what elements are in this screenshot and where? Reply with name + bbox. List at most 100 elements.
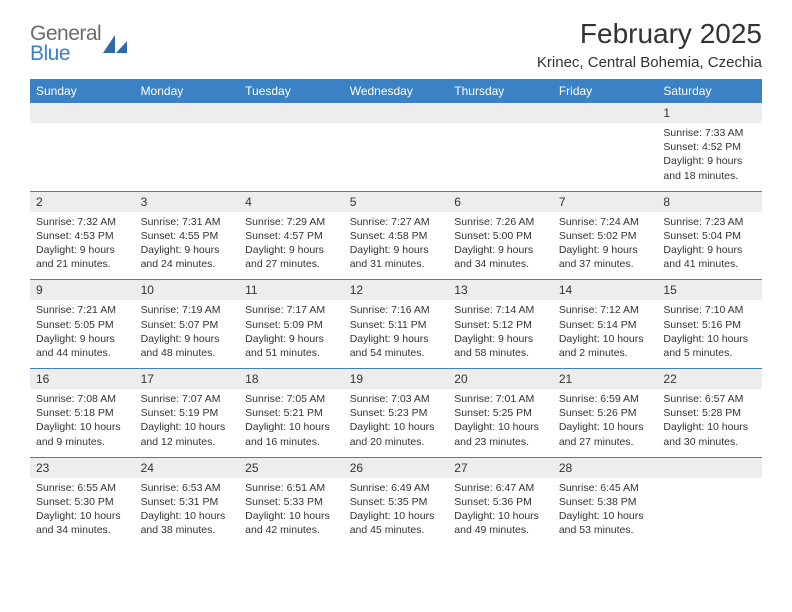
day-number: 21	[553, 369, 658, 389]
sunset-text: Sunset: 5:31 PM	[141, 495, 234, 509]
daylight-text: Daylight: 9 hours and 58 minutes.	[454, 332, 547, 360]
week-daynum-row: 9101112131415	[30, 279, 762, 300]
day-cell: Sunrise: 7:03 AMSunset: 5:23 PMDaylight:…	[344, 389, 449, 457]
day-cell: Sunrise: 7:32 AMSunset: 4:53 PMDaylight:…	[30, 212, 135, 280]
sunrise-text: Sunrise: 6:59 AM	[559, 392, 652, 406]
day-number: 18	[239, 369, 344, 389]
sunrise-text: Sunrise: 6:57 AM	[663, 392, 756, 406]
weeks-container: 1Sunrise: 7:33 AMSunset: 4:52 PMDaylight…	[30, 103, 762, 545]
sunrise-text: Sunrise: 7:03 AM	[350, 392, 443, 406]
day-number: 8	[657, 192, 762, 212]
week-daynum-row: 16171819202122	[30, 368, 762, 389]
daylight-text: Daylight: 10 hours and 38 minutes.	[141, 509, 234, 537]
week-daynum-row: 2345678	[30, 191, 762, 212]
day-number: 9	[30, 280, 135, 300]
calendar: Sunday Monday Tuesday Wednesday Thursday…	[30, 79, 762, 545]
day-number: 11	[239, 280, 344, 300]
daylight-text: Daylight: 9 hours and 21 minutes.	[36, 243, 129, 271]
sunset-text: Sunset: 5:18 PM	[36, 406, 129, 420]
day-cell	[344, 123, 449, 191]
day-number	[553, 103, 658, 123]
sunset-text: Sunset: 5:00 PM	[454, 229, 547, 243]
sunrise-text: Sunrise: 6:51 AM	[245, 481, 338, 495]
day-number: 16	[30, 369, 135, 389]
day-cell: Sunrise: 6:53 AMSunset: 5:31 PMDaylight:…	[135, 478, 240, 546]
daylight-text: Daylight: 9 hours and 31 minutes.	[350, 243, 443, 271]
sunrise-text: Sunrise: 7:08 AM	[36, 392, 129, 406]
sunrise-text: Sunrise: 7:19 AM	[141, 303, 234, 317]
day-number: 20	[448, 369, 553, 389]
day-number: 26	[344, 458, 449, 478]
daylight-text: Daylight: 9 hours and 24 minutes.	[141, 243, 234, 271]
daylight-text: Daylight: 10 hours and 45 minutes.	[350, 509, 443, 537]
day-cell: Sunrise: 7:17 AMSunset: 5:09 PMDaylight:…	[239, 300, 344, 368]
sunset-text: Sunset: 4:55 PM	[141, 229, 234, 243]
logo: General Blue	[30, 18, 129, 64]
day-header-mon: Monday	[135, 79, 240, 103]
sunset-text: Sunset: 5:09 PM	[245, 318, 338, 332]
day-cell: Sunrise: 7:19 AMSunset: 5:07 PMDaylight:…	[135, 300, 240, 368]
sunrise-text: Sunrise: 7:07 AM	[141, 392, 234, 406]
sunset-text: Sunset: 5:14 PM	[559, 318, 652, 332]
day-cell: Sunrise: 7:31 AMSunset: 4:55 PMDaylight:…	[135, 212, 240, 280]
sunrise-text: Sunrise: 7:01 AM	[454, 392, 547, 406]
day-number: 2	[30, 192, 135, 212]
day-cell: Sunrise: 6:59 AMSunset: 5:26 PMDaylight:…	[553, 389, 658, 457]
sunrise-text: Sunrise: 7:27 AM	[350, 215, 443, 229]
sunset-text: Sunset: 5:07 PM	[141, 318, 234, 332]
sunset-text: Sunset: 5:04 PM	[663, 229, 756, 243]
sunset-text: Sunset: 5:21 PM	[245, 406, 338, 420]
sunset-text: Sunset: 5:33 PM	[245, 495, 338, 509]
location-text: Krinec, Central Bohemia, Czechia	[537, 54, 762, 71]
sunset-text: Sunset: 4:52 PM	[663, 140, 756, 154]
sunrise-text: Sunrise: 7:21 AM	[36, 303, 129, 317]
daylight-text: Daylight: 9 hours and 34 minutes.	[454, 243, 547, 271]
sunset-text: Sunset: 5:30 PM	[36, 495, 129, 509]
day-cell	[448, 123, 553, 191]
day-number: 1	[657, 103, 762, 123]
daylight-text: Daylight: 10 hours and 20 minutes.	[350, 420, 443, 448]
day-number: 12	[344, 280, 449, 300]
day-number: 3	[135, 192, 240, 212]
daylight-text: Daylight: 9 hours and 51 minutes.	[245, 332, 338, 360]
day-number: 17	[135, 369, 240, 389]
sunset-text: Sunset: 5:38 PM	[559, 495, 652, 509]
sunset-text: Sunset: 5:02 PM	[559, 229, 652, 243]
sunset-text: Sunset: 5:35 PM	[350, 495, 443, 509]
day-header-sat: Saturday	[657, 79, 762, 103]
day-cell: Sunrise: 7:07 AMSunset: 5:19 PMDaylight:…	[135, 389, 240, 457]
day-cell: Sunrise: 6:51 AMSunset: 5:33 PMDaylight:…	[239, 478, 344, 546]
day-number: 22	[657, 369, 762, 389]
day-cell: Sunrise: 7:05 AMSunset: 5:21 PMDaylight:…	[239, 389, 344, 457]
day-number: 4	[239, 192, 344, 212]
daylight-text: Daylight: 10 hours and 5 minutes.	[663, 332, 756, 360]
sunset-text: Sunset: 5:05 PM	[36, 318, 129, 332]
day-cell	[30, 123, 135, 191]
day-header-tue: Tuesday	[239, 79, 344, 103]
day-cell: Sunrise: 7:29 AMSunset: 4:57 PMDaylight:…	[239, 212, 344, 280]
day-cell: Sunrise: 7:24 AMSunset: 5:02 PMDaylight:…	[553, 212, 658, 280]
daylight-text: Daylight: 9 hours and 54 minutes.	[350, 332, 443, 360]
daylight-text: Daylight: 10 hours and 12 minutes.	[141, 420, 234, 448]
day-number: 15	[657, 280, 762, 300]
daylight-text: Daylight: 9 hours and 37 minutes.	[559, 243, 652, 271]
day-cell: Sunrise: 7:33 AMSunset: 4:52 PMDaylight:…	[657, 123, 762, 191]
day-number	[448, 103, 553, 123]
day-cell: Sunrise: 7:12 AMSunset: 5:14 PMDaylight:…	[553, 300, 658, 368]
daylight-text: Daylight: 9 hours and 48 minutes.	[141, 332, 234, 360]
day-cell	[657, 478, 762, 546]
day-number	[344, 103, 449, 123]
week-daynum-row: 232425262728	[30, 457, 762, 478]
day-number: 10	[135, 280, 240, 300]
daylight-text: Daylight: 10 hours and 34 minutes.	[36, 509, 129, 537]
day-number	[135, 103, 240, 123]
day-number: 13	[448, 280, 553, 300]
sunrise-text: Sunrise: 7:17 AM	[245, 303, 338, 317]
sunset-text: Sunset: 5:23 PM	[350, 406, 443, 420]
sunrise-text: Sunrise: 7:14 AM	[454, 303, 547, 317]
day-header-sun: Sunday	[30, 79, 135, 103]
day-number: 25	[239, 458, 344, 478]
title-block: February 2025 Krinec, Central Bohemia, C…	[537, 18, 762, 71]
day-cell: Sunrise: 6:49 AMSunset: 5:35 PMDaylight:…	[344, 478, 449, 546]
week-body-row: Sunrise: 7:32 AMSunset: 4:53 PMDaylight:…	[30, 212, 762, 280]
